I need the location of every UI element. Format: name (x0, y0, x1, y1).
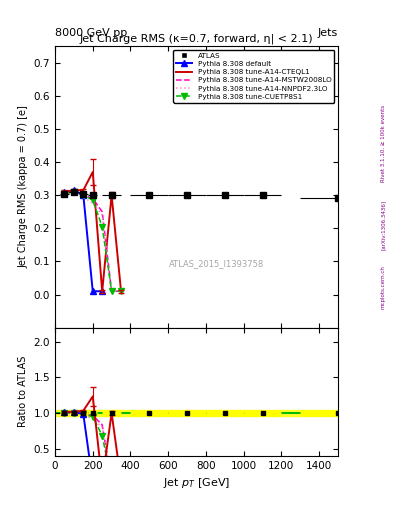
Text: [arXiv:1306.3436]: [arXiv:1306.3436] (381, 200, 386, 250)
Text: 8000 GeV pp: 8000 GeV pp (55, 28, 127, 38)
X-axis label: Jet $p_{T}$ [GeV]: Jet $p_{T}$ [GeV] (163, 476, 230, 490)
Text: ATLAS_2015_I1393758: ATLAS_2015_I1393758 (169, 259, 264, 268)
Title: Jet Charge RMS (κ=0.7, forward, η| < 2.1): Jet Charge RMS (κ=0.7, forward, η| < 2.1… (80, 34, 313, 45)
Bar (55, 410, 338, 416)
Y-axis label: Ratio to ATLAS: Ratio to ATLAS (18, 356, 28, 428)
Legend: ATLAS, Pythia 8.308 default, Pythia 8.308 tune-A14-CTEQL1, Pythia 8.308 tune-A14: ATLAS, Pythia 8.308 default, Pythia 8.30… (173, 50, 334, 102)
Text: Rivet 3.1.10, ≥ 100k events: Rivet 3.1.10, ≥ 100k events (381, 105, 386, 182)
Y-axis label: Jet Charge RMS (kappa = 0.7) [e]: Jet Charge RMS (kappa = 0.7) [e] (18, 105, 28, 268)
Text: mcplots.cern.ch: mcplots.cern.ch (381, 265, 386, 309)
Text: Jets: Jets (318, 28, 338, 38)
